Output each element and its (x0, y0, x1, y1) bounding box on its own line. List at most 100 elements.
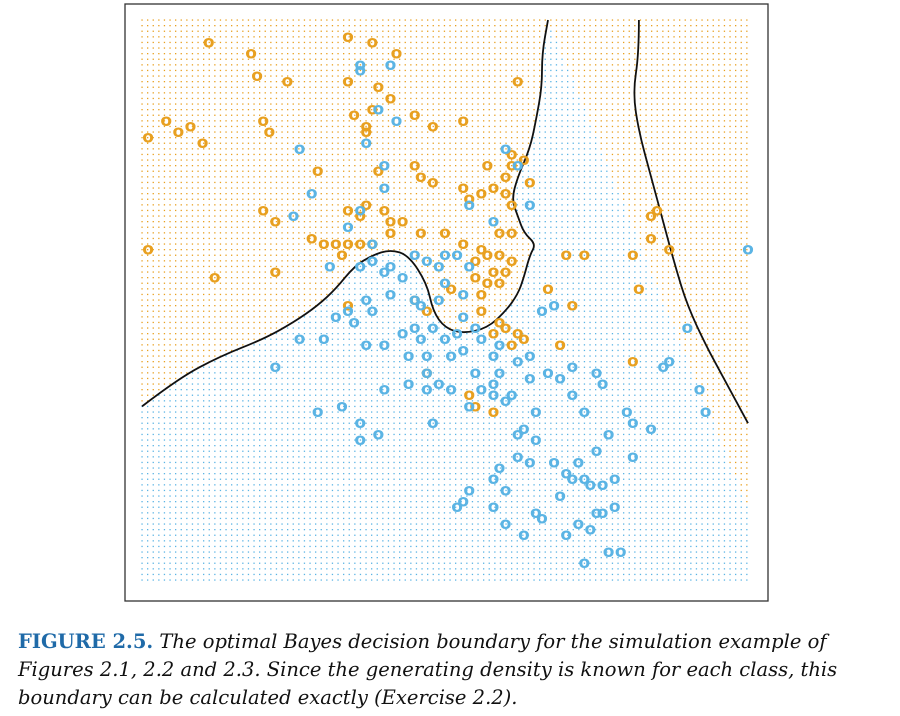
orange-point-20: o (257, 111, 269, 131)
orange-point-63: o (476, 240, 488, 260)
orange-point-36: o (488, 178, 500, 198)
orange-point-53: o (494, 223, 506, 243)
blue-point-19: o (421, 251, 433, 271)
blue-point-54: o (524, 346, 536, 366)
blue-point-136: o (439, 329, 451, 349)
blue-point-8: o (512, 156, 524, 176)
blue-point-64: o (530, 402, 542, 422)
blue-point-110: o (579, 402, 591, 422)
blue-point-14: o (288, 206, 300, 226)
blue-point-34: o (342, 301, 354, 321)
orange-point-49: o (269, 212, 281, 232)
blue-point-32: o (360, 290, 372, 310)
blue-point-119: o (663, 352, 675, 372)
blue-point-116: o (597, 374, 609, 394)
blue-point-122: o (682, 318, 694, 338)
orange-point-18: o (185, 116, 197, 136)
orange-point-16: o (160, 111, 172, 131)
orange-point-61: o (336, 245, 348, 265)
orange-point-33: o (506, 156, 518, 176)
blue-point-58: o (421, 363, 433, 383)
blue-point-96: o (524, 452, 536, 472)
orange-point-42: o (360, 195, 372, 215)
blue-point-94: o (494, 458, 506, 478)
orange-point-65: o (494, 245, 506, 265)
blue-point-137: o (451, 324, 463, 344)
orange-point-84: o (494, 312, 506, 332)
blue-point-18: o (409, 245, 421, 265)
orange-point-44: o (342, 200, 354, 220)
orange-point-6: o (282, 72, 294, 92)
blue-point-74: o (488, 469, 500, 489)
orange-point-54: o (506, 223, 518, 243)
blue-point-47: o (494, 363, 506, 383)
orange-point-50: o (385, 223, 397, 243)
blue-point-16: o (354, 256, 366, 276)
orange-point-51: o (415, 223, 427, 243)
orange-point-48: o (257, 200, 269, 220)
blue-point-42: o (469, 318, 481, 338)
blue-point-139: o (500, 391, 512, 411)
blue-point-1: o (385, 55, 397, 75)
orange-point-97: o (627, 352, 639, 372)
orange-point-19: o (197, 133, 209, 153)
orange-point-69: o (500, 262, 512, 282)
orange-point-45: o (354, 206, 366, 226)
orange-point-66: o (469, 251, 481, 271)
blue-point-106: o (627, 413, 639, 433)
blue-point-100: o (579, 469, 591, 489)
blue-point-52: o (536, 301, 548, 321)
blue-point-43: o (476, 329, 488, 349)
orange-point-100: o (469, 396, 481, 416)
orange-point-96: o (633, 279, 645, 299)
figure-caption: FIGURE 2.5. The optimal Bayes decision b… (18, 628, 886, 712)
boundary-curve-2 (633, 19, 749, 424)
blue-point-86: o (615, 542, 627, 562)
orange-point-46: o (385, 212, 397, 232)
blue-point-11: o (379, 178, 391, 198)
orange-point-14: o (427, 116, 439, 136)
blue-point-80: o (500, 514, 512, 534)
blue-point-87: o (536, 508, 548, 528)
blue-point-135: o (348, 312, 360, 332)
blue-point-105: o (591, 441, 603, 461)
blue-point-10: o (306, 184, 318, 204)
orange-point-3: o (366, 32, 378, 52)
blue-point-102: o (597, 475, 609, 495)
blue-point-98: o (560, 464, 572, 484)
blue-point-75: o (500, 480, 512, 500)
orange-point-94: o (645, 206, 657, 226)
blue-point-134: o (330, 307, 342, 327)
orange-point-5: o (251, 66, 263, 86)
blue-point-24: o (433, 290, 445, 310)
orange-point-87: o (518, 329, 530, 349)
blue-point-35: o (397, 324, 409, 344)
blue-point-20: o (379, 262, 391, 282)
boundary-curve-1 (141, 19, 549, 408)
orange-point-88: o (506, 335, 518, 355)
blue-point-107: o (645, 419, 657, 439)
blue-point-108: o (627, 447, 639, 467)
blue-point-117: o (621, 402, 633, 422)
blue-point-60: o (433, 374, 445, 394)
blue-point-83: o (591, 503, 603, 523)
blue-point-59: o (421, 380, 433, 400)
orange-point-98: o (421, 363, 433, 383)
blue-point-55: o (488, 374, 500, 394)
orange-point-67: o (506, 251, 518, 271)
orange-point-68: o (488, 262, 500, 282)
blue-point-51: o (524, 368, 536, 388)
blue-point-79: o (488, 497, 500, 517)
blue-point-17: o (366, 234, 378, 254)
orange-point-9: o (385, 88, 397, 108)
blue-point-4: o (360, 133, 372, 153)
blue-point-103: o (609, 469, 621, 489)
region-dot-grid (141, 19, 748, 581)
blue-point-31: o (415, 296, 427, 316)
blue-point-118: o (657, 357, 669, 377)
orange-point-62: o (457, 234, 469, 254)
orange-point-101: o (488, 402, 500, 422)
orange-point-95: o (651, 200, 663, 220)
blue-point-65: o (518, 419, 530, 439)
blue-point-28: o (451, 245, 463, 265)
